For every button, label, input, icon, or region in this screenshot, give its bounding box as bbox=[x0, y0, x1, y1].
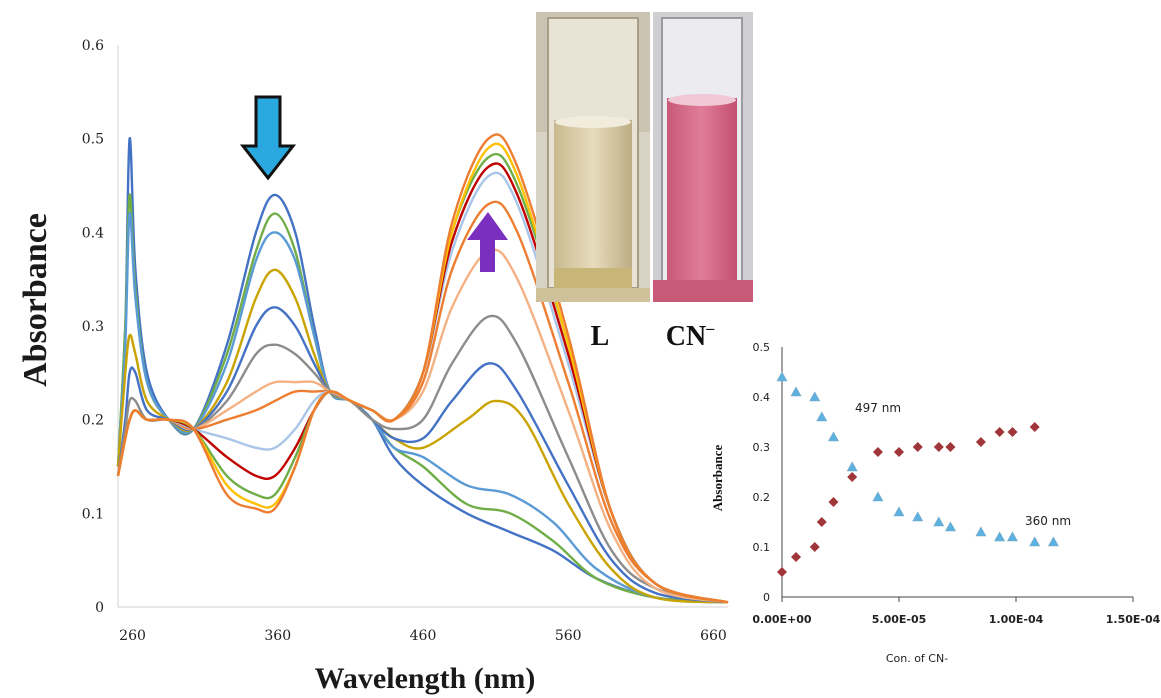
main-x-tick-label: 560 bbox=[555, 628, 582, 644]
inset-point-497nm bbox=[912, 442, 923, 452]
inset-y-tick-label: 0 bbox=[763, 591, 770, 604]
inset-point-497nm bbox=[777, 567, 787, 577]
spectrum-line-13 bbox=[116, 133, 729, 604]
cuvette-caption-left: L bbox=[591, 321, 610, 352]
inset-point-497nm bbox=[894, 447, 904, 457]
main-y-axis-label: Absorbance bbox=[17, 213, 54, 387]
inset-y-axis-label: Absorbance bbox=[710, 445, 725, 512]
inset-point-360nm bbox=[893, 506, 905, 517]
cuvette-caption-right-text: CN bbox=[666, 321, 706, 352]
inset-point-497nm bbox=[945, 442, 956, 452]
spectrum-line-4 bbox=[116, 268, 729, 604]
main-y-tick-label: 0.3 bbox=[82, 319, 104, 335]
cuvette-photo-cyanide bbox=[653, 12, 753, 302]
inset-point-360nm bbox=[776, 371, 788, 382]
inset-y-tick-label: 0.4 bbox=[753, 391, 771, 404]
series-label-360: 360 nm bbox=[1025, 514, 1071, 528]
inset-x-tick-label: 1.00E-04 bbox=[989, 613, 1044, 626]
inset-point-360nm bbox=[1006, 531, 1018, 542]
main-y-tick-label: 0.5 bbox=[82, 132, 104, 148]
series-label-497: 497 nm bbox=[855, 401, 901, 415]
main-x-tick-label: 360 bbox=[264, 628, 291, 644]
inset-point-497nm bbox=[828, 497, 839, 507]
inset-point-360nm bbox=[816, 411, 828, 422]
main-y-tick-label: 0.6 bbox=[82, 38, 104, 54]
inset-x-tick-label: 5.00E-05 bbox=[872, 613, 927, 626]
main-x-tick-label: 660 bbox=[700, 628, 727, 644]
inset-point-360nm bbox=[809, 391, 821, 402]
inset-point-497nm bbox=[1007, 427, 1018, 437]
inset-x-tick-label: 0.00E+00 bbox=[752, 613, 812, 626]
main-x-tick-label: 460 bbox=[410, 628, 437, 644]
inset-point-360nm bbox=[790, 386, 802, 397]
inset-point-360nm bbox=[1029, 536, 1041, 547]
inset-point-497nm bbox=[809, 542, 820, 552]
inset-point-497nm bbox=[872, 447, 883, 457]
inset-point-360nm bbox=[975, 526, 987, 537]
inset-point-360nm bbox=[827, 431, 839, 442]
inset-point-360nm bbox=[944, 521, 956, 532]
increase-arrow-icon bbox=[467, 212, 508, 272]
inset-y-tick-label: 0.5 bbox=[753, 341, 771, 354]
main-spectrum-chart: 0 0.1 0.2 0.3 0.4 0.5 0.6 260 360 460 560 660 Abso… bbox=[17, 38, 729, 695]
inset-x-axis-label: Con. of CN- bbox=[886, 652, 948, 665]
decrease-arrow-icon bbox=[239, 95, 297, 181]
main-y-tick-label: 0.1 bbox=[82, 506, 104, 522]
cuvette-photo-ligand bbox=[536, 12, 650, 302]
main-y-tick-label: 0 bbox=[95, 600, 104, 616]
inset-point-360nm bbox=[846, 461, 858, 472]
inset-y-tick-label: 0.2 bbox=[753, 491, 771, 504]
inset-point-360nm bbox=[994, 531, 1006, 542]
inset-y-tick-label: 0.1 bbox=[753, 541, 771, 554]
inset-titration-chart: 0 0.1 0.2 0.3 0.4 0.5 0.00E+00 5.00E-05 1.00E-0… bbox=[710, 341, 1161, 665]
inset-point-360nm bbox=[912, 511, 924, 522]
inset-point-497nm bbox=[994, 427, 1005, 437]
main-x-axis-label: Wavelength (nm) bbox=[315, 662, 536, 695]
cuvette-caption-right-sup: – bbox=[705, 320, 715, 337]
inset-point-497nm bbox=[791, 552, 802, 562]
inset-point-497nm bbox=[816, 517, 827, 527]
spectrum-line-1 bbox=[116, 137, 729, 604]
inset-point-497nm bbox=[847, 472, 858, 482]
main-y-tick-label: 0.2 bbox=[82, 413, 104, 429]
spectrum-line-3 bbox=[116, 211, 729, 604]
inset-point-497nm bbox=[933, 442, 944, 452]
inset-point-497nm bbox=[1029, 422, 1040, 432]
inset-point-360nm bbox=[1047, 536, 1059, 547]
cuvette-caption-right: CN– bbox=[666, 320, 715, 352]
cuvette-photos: L CN– bbox=[536, 12, 753, 352]
inset-point-497nm bbox=[975, 437, 986, 447]
inset-y-tick-label: 0.3 bbox=[753, 441, 771, 454]
inset-point-360nm bbox=[933, 516, 945, 527]
main-y-tick-label: 0.4 bbox=[82, 225, 104, 241]
inset-x-tick-label: 1.50E-04 bbox=[1106, 613, 1161, 626]
inset-point-360nm bbox=[872, 491, 884, 502]
main-x-tick-label: 260 bbox=[119, 628, 146, 644]
